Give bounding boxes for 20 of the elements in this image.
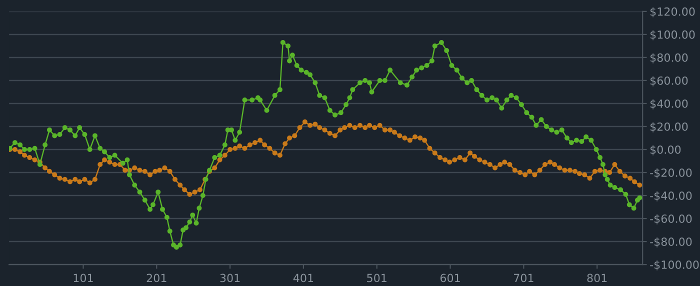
- y-tick-label: $40.00: [650, 99, 688, 110]
- y-tick-label: -$60.00: [650, 214, 692, 224]
- y-tick-label: $0.00: [650, 145, 681, 156]
- x-tick-label: 601: [440, 274, 460, 282]
- y-tick-label: $80.00: [650, 53, 688, 64]
- y-tick-label: -$20.00: [650, 168, 692, 178]
- y-tick-label: -$80.00: [650, 237, 692, 248]
- y-tick-label: $120.00: [650, 7, 695, 18]
- x-tick-label: 401: [293, 274, 314, 282]
- x-tick-label: 701: [514, 274, 534, 282]
- y-tick-label: $60.00: [650, 76, 688, 86]
- y-tick-label: $100.00: [650, 30, 695, 40]
- x-tick-label: 801: [587, 274, 607, 282]
- y-tick-label: -$100.00: [650, 260, 699, 270]
- x-tick-label: 501: [367, 274, 386, 282]
- y-tick-label: -$40.00: [650, 191, 692, 202]
- x-tick-label: 101: [74, 274, 93, 282]
- x-tick-label: 301: [220, 274, 240, 282]
- y-tick-label: $20.00: [650, 122, 688, 132]
- x-tick-label: 201: [146, 274, 166, 282]
